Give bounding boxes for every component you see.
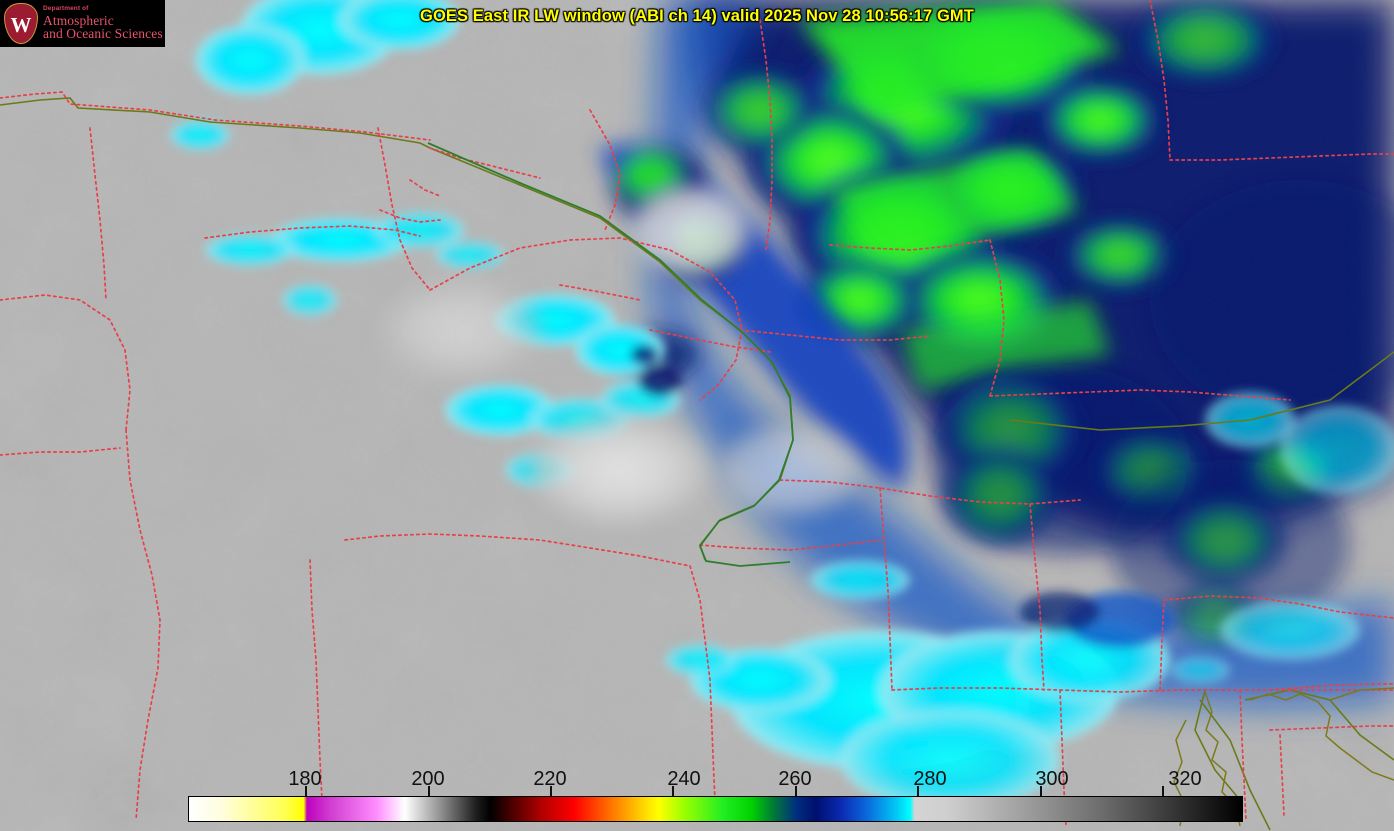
logo-line-1: Atmospheric [43, 12, 114, 28]
colorbar-tick-240 [672, 786, 674, 796]
logo-text-block: Department of Atmospheric and Oceanic Sc… [43, 4, 163, 42]
logo-line-2: and Oceanic Sciences [43, 26, 163, 42]
colorbar-label-200: 200 [411, 768, 445, 790]
colorbar-tick-180 [305, 786, 307, 796]
crest-letter: W [10, 12, 32, 37]
colorbar-label-300: 300 [1035, 768, 1069, 790]
colorbar-label-260: 260 [778, 768, 812, 790]
colorbar-label-320: 320 [1168, 768, 1202, 790]
colorbar-label-220: 220 [533, 768, 567, 790]
logo-department-line: Department of [43, 4, 89, 12]
uw-crest-icon: W [4, 3, 38, 44]
international-border-line [427, 142, 794, 567]
colorbar-tick-220 [550, 786, 552, 796]
colorbar-gradient [188, 796, 1243, 822]
colorbar-tick-200 [428, 786, 430, 796]
colorbar-tick-280 [917, 786, 919, 796]
colorbar-label-240: 240 [667, 768, 701, 790]
colorbar-tick-260 [795, 786, 797, 796]
uw-aos-logo: W Department of Atmospheric and Oceanic … [0, 0, 165, 47]
colorbar-tick-300 [1040, 786, 1042, 796]
colorbar-label-180: 180 [288, 768, 322, 790]
brightness-temperature-colorbar [188, 786, 1243, 822]
colorbar-tick-320 [1162, 786, 1164, 796]
colorbar-label-280: 280 [913, 768, 947, 790]
